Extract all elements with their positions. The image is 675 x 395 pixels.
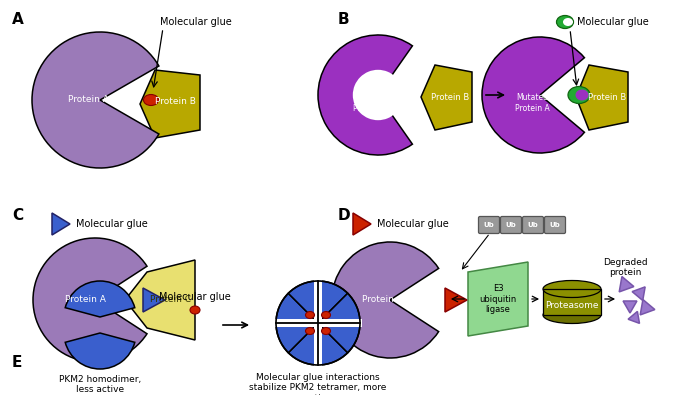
Text: Protein B: Protein B (588, 92, 626, 102)
Wedge shape (33, 238, 147, 362)
Text: Ub: Ub (549, 222, 560, 228)
Text: Molecular glue interactions
stabilize PKM2 tetramer, more
active: Molecular glue interactions stabilize PK… (249, 373, 387, 395)
Ellipse shape (321, 327, 331, 335)
Text: Proteasome: Proteasome (545, 301, 599, 310)
Polygon shape (140, 70, 200, 138)
Text: PKM2 homodimer,
less active: PKM2 homodimer, less active (59, 375, 141, 394)
FancyBboxPatch shape (522, 216, 543, 233)
Ellipse shape (306, 312, 315, 318)
Polygon shape (640, 299, 655, 315)
Ellipse shape (576, 90, 589, 100)
Text: E: E (12, 355, 22, 370)
Ellipse shape (321, 312, 331, 318)
Polygon shape (143, 288, 165, 312)
Text: E3
ubiquitin
ligase: E3 ubiquitin ligase (479, 284, 516, 314)
Ellipse shape (190, 306, 200, 314)
Wedge shape (318, 35, 412, 155)
Text: Molecular glue: Molecular glue (160, 17, 232, 27)
Wedge shape (318, 293, 360, 323)
Wedge shape (332, 242, 439, 358)
Ellipse shape (568, 87, 590, 103)
Polygon shape (628, 311, 639, 324)
Text: Ub: Ub (483, 222, 494, 228)
Wedge shape (32, 32, 159, 168)
Text: Protein B: Protein B (155, 98, 196, 107)
Polygon shape (623, 301, 637, 313)
Wedge shape (482, 37, 585, 153)
Text: B: B (338, 12, 350, 27)
Polygon shape (421, 65, 472, 130)
Text: Protein A: Protein A (68, 96, 109, 105)
Bar (543, 289, 601, 315)
Polygon shape (632, 287, 645, 301)
Ellipse shape (144, 94, 159, 105)
Polygon shape (353, 213, 371, 235)
Polygon shape (445, 288, 467, 312)
Ellipse shape (556, 15, 574, 28)
Text: Mutated
Protein A: Mutated Protein A (352, 93, 387, 113)
Wedge shape (276, 293, 318, 353)
Wedge shape (288, 323, 348, 365)
Text: Protein A: Protein A (65, 295, 105, 305)
Wedge shape (288, 281, 348, 323)
Text: Molecular glue: Molecular glue (577, 17, 649, 27)
Ellipse shape (543, 307, 601, 324)
Ellipse shape (543, 280, 601, 297)
Wedge shape (318, 323, 360, 353)
Text: Molecular glue: Molecular glue (377, 219, 449, 229)
Text: Protein B: Protein B (431, 92, 469, 102)
Text: D: D (338, 208, 350, 223)
Text: Degraded
protein: Degraded protein (603, 258, 647, 277)
Text: Mutated
Protein A: Mutated Protein A (514, 93, 549, 113)
Wedge shape (65, 281, 135, 317)
Polygon shape (125, 260, 195, 340)
Polygon shape (619, 276, 634, 292)
Polygon shape (52, 213, 70, 235)
Ellipse shape (563, 18, 573, 26)
Text: C: C (12, 208, 23, 223)
Bar (274, 319, 362, 327)
Text: Protein A: Protein A (362, 295, 402, 305)
Polygon shape (468, 262, 528, 336)
Text: Ub: Ub (528, 222, 539, 228)
FancyBboxPatch shape (479, 216, 500, 233)
Text: Molecular glue: Molecular glue (159, 292, 231, 302)
FancyBboxPatch shape (500, 216, 522, 233)
Polygon shape (576, 65, 628, 130)
Text: Molecular glue: Molecular glue (76, 219, 148, 229)
Text: Protein C: Protein C (149, 295, 190, 305)
FancyBboxPatch shape (545, 216, 566, 233)
Wedge shape (65, 333, 135, 369)
Bar (314, 279, 322, 367)
Wedge shape (353, 70, 403, 120)
Ellipse shape (306, 327, 315, 335)
Text: A: A (12, 12, 24, 27)
Text: Ub: Ub (506, 222, 516, 228)
Bar (543, 289, 601, 315)
